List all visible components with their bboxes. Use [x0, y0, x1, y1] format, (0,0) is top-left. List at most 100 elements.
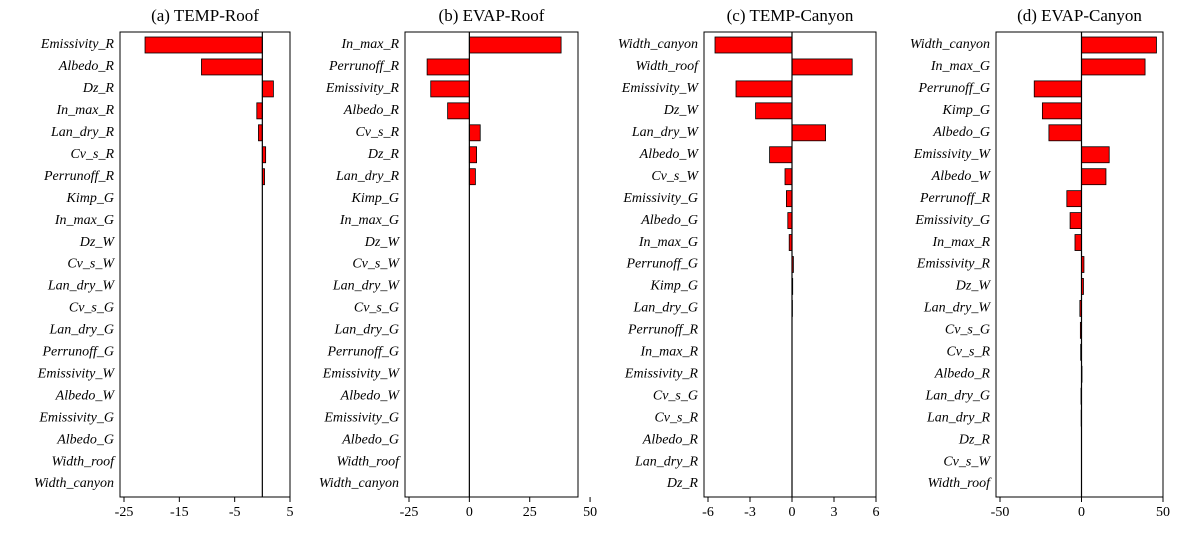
bar [448, 103, 470, 119]
category-label: Emissivity_G [38, 410, 114, 425]
bar [469, 169, 475, 185]
category-label: Kimp_G [66, 191, 114, 206]
category-label: Lan_dry_R [926, 410, 990, 425]
plot-frame [120, 32, 290, 497]
category-label: In_max_R [931, 235, 990, 250]
category-label: Lan_dry_W [631, 125, 699, 140]
plot-frame [405, 32, 578, 497]
category-label: Albedo_R [934, 366, 991, 381]
bar [1075, 235, 1082, 251]
category-label: Perrunoff_R [43, 169, 114, 184]
bar [1034, 81, 1081, 97]
category-label: Width_roof [636, 59, 701, 74]
bar [770, 147, 792, 163]
category-label: Dz_W [364, 235, 401, 250]
category-label: Cv_s_W [67, 257, 115, 272]
category-label: Dz_R [666, 476, 699, 491]
x-tick-label: 50 [583, 505, 597, 520]
category-label: Lan_dry_G [48, 323, 114, 338]
x-tick-label: 50 [1156, 505, 1170, 520]
category-label: Perrunoff_G [917, 81, 990, 96]
category-label: Cv_s_W [352, 257, 400, 272]
category-label: Albedo_R [642, 432, 699, 447]
x-tick-label: 25 [523, 505, 537, 520]
category-label: Emissivity_W [621, 81, 700, 96]
bar [1070, 213, 1081, 229]
panel-title: (d) EVAP-Canyon [1017, 6, 1142, 25]
category-label: Albedo_G [640, 213, 698, 228]
category-label: In_max_G [930, 59, 990, 74]
category-label: Width_roof [337, 454, 402, 469]
bar [469, 125, 480, 141]
category-label: Perrunoff_G [326, 345, 399, 360]
category-label: Cv_s_G [69, 301, 114, 316]
category-label: Lan_dry_W [332, 279, 400, 294]
category-label: Lan_dry_W [923, 301, 991, 316]
category-label: Cv_s_G [354, 301, 399, 316]
x-tick-label: 6 [873, 505, 880, 520]
bar [788, 213, 792, 229]
x-tick-label: 0 [789, 505, 796, 520]
x-tick-label: -50 [991, 505, 1010, 520]
panel-title: (b) EVAP-Roof [439, 6, 545, 25]
category-label: In_max_R [55, 103, 114, 118]
category-label: Lan_dry_R [634, 454, 698, 469]
x-tick-label: -25 [400, 505, 419, 520]
x-tick-label: 5 [287, 505, 294, 520]
category-label: Width_canyon [910, 37, 990, 52]
category-label: Width_canyon [618, 37, 698, 52]
category-label: Albedo_W [55, 388, 116, 403]
category-label: In_max_G [339, 213, 399, 228]
category-label: Cv_s_W [651, 169, 699, 184]
category-label: Cv_s_R [946, 345, 990, 360]
plot-frame [996, 32, 1163, 497]
category-label: Albedo_G [56, 432, 114, 447]
x-tick-label: 0 [466, 505, 473, 520]
bar [1049, 125, 1082, 141]
category-label: Dz_W [955, 279, 992, 294]
category-label: Emissivity_G [914, 213, 990, 228]
bar [786, 191, 792, 207]
category-label: Kimp_G [351, 191, 399, 206]
category-label: Lan_dry_G [632, 301, 698, 316]
category-label: Perrunoff_R [919, 191, 990, 206]
bar [1082, 147, 1110, 163]
bar [469, 147, 476, 163]
category-label: In_max_G [54, 213, 114, 228]
category-label: Lan_dry_R [50, 125, 114, 140]
x-tick-label: 0 [1078, 505, 1085, 520]
x-tick-label: -15 [170, 505, 189, 520]
bar [1082, 59, 1146, 75]
bar [201, 59, 262, 75]
category-label: Perrunoff_G [41, 345, 114, 360]
category-label: Albedo_W [340, 388, 401, 403]
category-label: Cv_s_R [70, 147, 114, 162]
bar [145, 37, 262, 53]
category-label: Kimp_G [650, 279, 698, 294]
category-label: Lan_dry_W [47, 279, 115, 294]
category-label: Dz_R [958, 432, 991, 447]
category-label: In_max_G [638, 235, 698, 250]
bar [262, 81, 273, 97]
category-label: Emissivity_R [624, 366, 699, 381]
category-label: Emissivity_G [323, 410, 399, 425]
category-label: Albedo_W [639, 147, 700, 162]
category-label: In_max_R [340, 37, 399, 52]
bar [736, 81, 792, 97]
category-label: Albedo_R [58, 59, 115, 74]
category-label: Emissivity_W [913, 147, 992, 162]
panel-title: (c) TEMP-Canyon [727, 6, 854, 25]
category-label: Perrunoff_R [627, 323, 698, 338]
category-label: Albedo_R [343, 103, 400, 118]
x-tick-label: -6 [702, 505, 714, 520]
bar [792, 59, 852, 75]
bar [1067, 191, 1082, 207]
category-label: Lan_dry_R [335, 169, 399, 184]
category-label: Dz_W [663, 103, 700, 118]
category-label: Emissivity_R [916, 257, 991, 272]
bar [427, 59, 469, 75]
category-label: Width_roof [52, 454, 117, 469]
category-label: Emissivity_W [322, 366, 401, 381]
category-label: Albedo_W [931, 169, 992, 184]
